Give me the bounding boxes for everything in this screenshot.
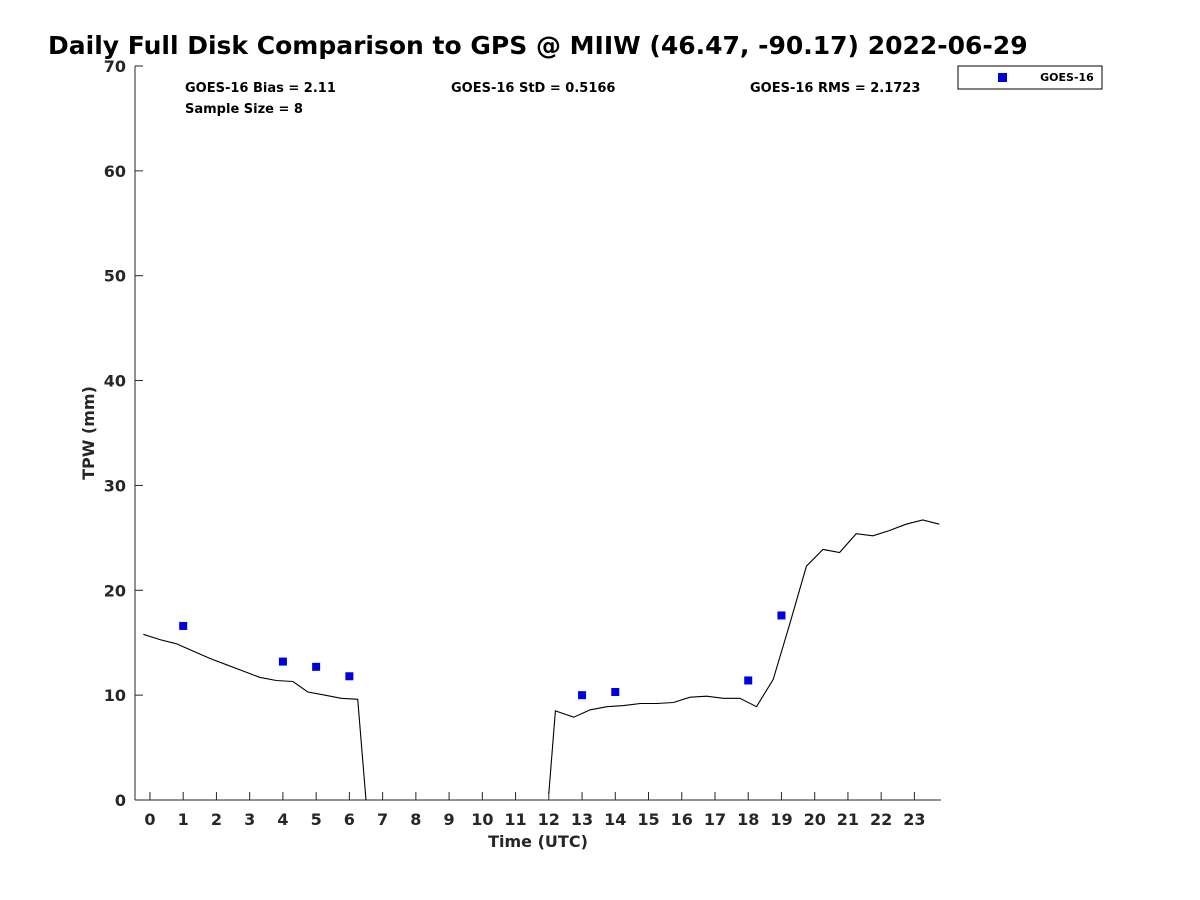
- goes16-points: [179, 611, 786, 700]
- legend-label-goes16: GOES-16: [1040, 71, 1094, 84]
- goes16-point: [611, 687, 620, 696]
- goes16-point: [744, 676, 753, 685]
- x-tick-label: 4: [277, 810, 288, 829]
- x-tick-label: 3: [244, 810, 255, 829]
- legend-marker-goes16: [998, 73, 1007, 82]
- y-tick-label: 70: [104, 57, 126, 76]
- stat-sample-size: Sample Size = 8: [185, 102, 303, 117]
- y-tick-label: 50: [104, 267, 126, 286]
- gps-lines: [143, 519, 940, 801]
- x-tick-label: 6: [344, 810, 355, 829]
- x-tick-label: 14: [604, 810, 626, 829]
- goes16-point: [578, 691, 587, 700]
- legend: GOES-16: [957, 65, 1103, 90]
- x-tick-label: 21: [837, 810, 859, 829]
- x-tick-label: 23: [903, 810, 925, 829]
- y-tick-label: 40: [104, 372, 126, 391]
- goes16-point: [278, 657, 287, 666]
- y-tick-label: 0: [115, 791, 126, 810]
- x-tick-label: 8: [410, 810, 421, 829]
- y-tick-label: 20: [104, 581, 126, 600]
- gps-tpw-line: [143, 633, 367, 801]
- gps-tpw-line: [548, 519, 940, 794]
- x-tick-label: 20: [804, 810, 826, 829]
- x-tick-label: 19: [770, 810, 792, 829]
- y-axis-title: TPW (mm): [79, 386, 98, 480]
- x-tick-label: 17: [704, 810, 726, 829]
- x-tick-label: 16: [671, 810, 693, 829]
- x-tick-label: 13: [571, 810, 593, 829]
- stat-bias: GOES-16 Bias = 2.11: [185, 81, 336, 96]
- x-tick-label: 10: [471, 810, 493, 829]
- x-tick-label: 7: [377, 810, 388, 829]
- x-tick-label: 2: [211, 810, 222, 829]
- legend-box: [957, 65, 1103, 90]
- chart-title: Daily Full Disk Comparison to GPS @ MIIW…: [48, 31, 1028, 60]
- x-tick-label: 5: [311, 810, 322, 829]
- x-tick-label: 15: [637, 810, 659, 829]
- stat-rms: GOES-16 RMS = 2.1723: [750, 81, 920, 96]
- stat-std: GOES-16 StD = 0.5166: [451, 81, 615, 96]
- goes16-point: [345, 672, 354, 681]
- x-tick-label: 9: [444, 810, 455, 829]
- x-tick-label: 1: [178, 810, 189, 829]
- goes16-point: [777, 611, 786, 620]
- goes16-point: [312, 662, 321, 671]
- x-tick-label: 22: [870, 810, 892, 829]
- goes16-point: [179, 621, 188, 630]
- y-tick-label: 30: [104, 476, 126, 495]
- x-tick-label: 0: [144, 810, 155, 829]
- x-tick-label: 11: [504, 810, 526, 829]
- x-tick-label: 18: [737, 810, 759, 829]
- x-axis-title: Time (UTC): [488, 832, 588, 851]
- y-tick-label: 60: [104, 162, 126, 181]
- x-tick-label: 12: [538, 810, 560, 829]
- y-tick-label: 10: [104, 686, 126, 705]
